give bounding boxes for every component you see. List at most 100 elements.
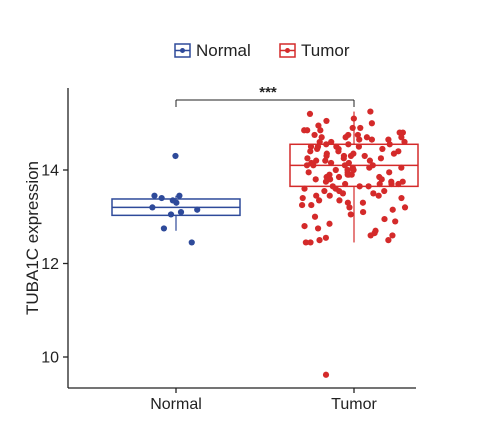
data-point-tumor xyxy=(336,197,343,204)
data-point-tumor xyxy=(381,215,388,223)
data-point-normal xyxy=(167,211,175,218)
data-point-tumor xyxy=(381,187,388,195)
data-point-normal xyxy=(177,208,185,216)
legend-label-tumor: Tumor xyxy=(301,41,350,60)
data-point-tumor xyxy=(322,157,329,164)
data-point-tumor xyxy=(390,150,398,157)
data-point-tumor xyxy=(301,223,308,230)
data-point-tumor xyxy=(327,159,335,167)
data-point-normal xyxy=(188,239,195,246)
data-point-tumor xyxy=(398,164,405,171)
data-point-tumor xyxy=(302,239,309,246)
data-point-tumor xyxy=(368,136,375,143)
data-point-tumor xyxy=(311,213,319,220)
data-point-tumor xyxy=(322,371,330,378)
data-point-tumor xyxy=(386,141,393,148)
data-point-tumor xyxy=(323,141,330,148)
data-point-tumor xyxy=(328,138,335,146)
x-tick-label-tumor: Tumor xyxy=(331,396,377,413)
data-point-tumor xyxy=(318,134,325,141)
data-point-tumor xyxy=(339,190,347,197)
data-point-tumor xyxy=(349,124,356,132)
data-point-tumor xyxy=(335,148,342,155)
data-point-tumor xyxy=(347,211,354,218)
data-point-normal xyxy=(173,199,180,206)
data-point-tumor xyxy=(344,199,351,206)
data-point-tumor xyxy=(366,157,373,164)
data-point-tumor xyxy=(385,237,392,244)
data-point-tumor xyxy=(321,187,328,195)
y-tick-label-10: 10 xyxy=(41,350,59,367)
data-point-tumor xyxy=(361,152,368,160)
data-point-tumor xyxy=(355,143,362,150)
data-point-tumor xyxy=(301,127,308,134)
data-point-tumor xyxy=(342,134,349,141)
significance-bracket: *** xyxy=(175,84,355,107)
data-point-tumor xyxy=(349,164,356,171)
data-point-tumor xyxy=(303,162,311,169)
data-point-tumor xyxy=(314,145,321,153)
data-point-tumor xyxy=(350,150,357,157)
legend-label-normal: Normal xyxy=(196,41,251,60)
data-point-tumor xyxy=(401,138,408,146)
data-point-tumor xyxy=(316,197,323,204)
data-point-tumor xyxy=(354,131,361,139)
data-point-tumor xyxy=(340,152,348,160)
data-point-tumor xyxy=(304,155,311,162)
data-point-tumor xyxy=(315,122,322,129)
data-point-tumor xyxy=(395,180,402,188)
plot-area xyxy=(111,108,419,378)
data-point-tumor xyxy=(323,117,330,125)
data-point-tumor xyxy=(316,138,323,146)
data-point-tumor xyxy=(370,190,377,197)
data-point-tumor xyxy=(305,169,312,176)
data-point-tumor xyxy=(346,204,353,211)
data-point-tumor xyxy=(329,183,336,190)
data-point-tumor xyxy=(398,134,405,141)
data-point-tumor xyxy=(314,225,322,232)
y-tick-label-14: 14 xyxy=(41,163,59,180)
data-point-tumor xyxy=(322,178,330,185)
data-point-tumor xyxy=(298,201,306,209)
data-point-tumor xyxy=(363,134,370,141)
data-point-normal xyxy=(160,225,168,232)
data-point-tumor xyxy=(389,206,396,213)
data-point-tumor xyxy=(322,234,330,241)
data-point-tumor xyxy=(356,183,363,190)
data-point-tumor xyxy=(308,201,315,209)
data-point-tumor xyxy=(312,176,319,183)
data-point-tumor xyxy=(359,208,367,216)
data-point-normal xyxy=(176,192,183,199)
significance-label: *** xyxy=(259,84,277,101)
data-point-tumor xyxy=(357,124,364,132)
data-point-tumor xyxy=(378,176,385,183)
data-point-tumor xyxy=(367,232,374,239)
data-point-tumor xyxy=(326,192,333,199)
data-point-tumor xyxy=(306,110,314,117)
data-point-tumor xyxy=(365,183,372,190)
data-point-tumor xyxy=(313,192,320,199)
data-point-tumor xyxy=(335,173,343,181)
data-point-tumor xyxy=(398,194,405,202)
data-point-tumor xyxy=(366,164,373,171)
data-point-tumor xyxy=(326,220,333,227)
y-tick-label-12: 12 xyxy=(41,256,59,273)
data-point-normal xyxy=(149,204,156,211)
data-point-tumor xyxy=(379,145,386,153)
x-axis-ticks: Normal Tumor xyxy=(150,388,377,413)
data-point-tumor xyxy=(367,108,374,115)
data-point-tumor xyxy=(368,120,375,127)
data-point-tumor xyxy=(375,192,382,199)
legend-swatch-normal xyxy=(174,43,191,58)
data-point-normal xyxy=(151,192,158,199)
data-point-tumor xyxy=(313,157,320,164)
data-point-tumor xyxy=(356,136,363,143)
data-point-tumor xyxy=(386,169,393,176)
data-point-tumor xyxy=(401,204,409,211)
data-point-tumor xyxy=(317,127,324,134)
data-point-normal xyxy=(172,152,179,160)
data-point-tumor xyxy=(323,152,330,160)
x-tick-label-normal: Normal xyxy=(150,396,202,413)
data-point-tumor xyxy=(307,143,315,150)
data-point-tumor xyxy=(299,194,306,202)
